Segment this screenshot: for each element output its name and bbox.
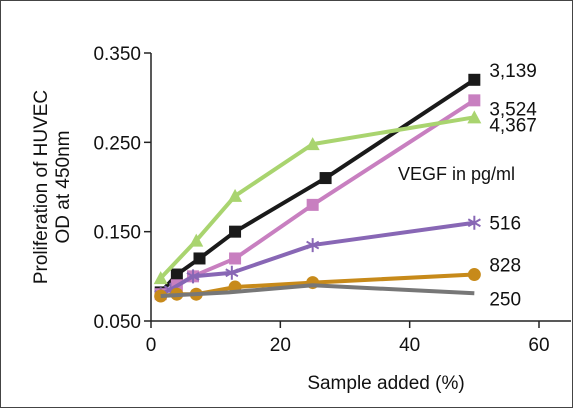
data-point-star — [306, 238, 320, 253]
series-250 — [160, 283, 475, 298]
data-point-square — [468, 94, 481, 107]
series-line — [160, 283, 475, 298]
x-tick-label: 40 — [399, 335, 420, 356]
series-3139 — [154, 73, 481, 299]
series-label: 516 — [489, 214, 521, 235]
data-point-square — [193, 252, 206, 265]
series-label: 828 — [489, 256, 521, 277]
y-axis-title-line-2: OD at 450nm — [53, 131, 74, 244]
data-point-square — [170, 268, 183, 281]
data-point-triangle — [228, 188, 243, 202]
data-point-square — [468, 73, 481, 86]
series-4367 — [153, 110, 482, 285]
series-label: 250 — [489, 289, 521, 310]
data-point-square — [319, 172, 332, 185]
series-label: 3,524 — [489, 99, 537, 120]
data-point-star — [186, 269, 200, 284]
x-tick-label: 60 — [528, 335, 549, 356]
x-tick-label: 20 — [270, 335, 291, 356]
data-point-triangle — [467, 110, 482, 124]
ticks-layer: 0.050 0.150 0.250 0.350 0 20 40 60 — [93, 44, 549, 356]
data-point-triangle — [153, 271, 168, 285]
data-point-star — [225, 265, 239, 280]
data-point-square — [229, 225, 242, 238]
series-label: 4,367 — [489, 115, 537, 136]
data-point-square — [229, 252, 242, 265]
data-point-triangle — [305, 137, 320, 151]
y-tick-label: 0.150 — [93, 223, 141, 244]
data-point-circle — [467, 268, 481, 282]
y-tick-label: 0.050 — [93, 312, 141, 333]
series-line — [159, 98, 476, 296]
x-tick-label: 0 — [146, 335, 157, 356]
y-tick-label: 0.250 — [93, 133, 141, 154]
data-point-triangle — [189, 233, 204, 247]
series-layer — [153, 73, 482, 303]
y-axis-title-line-1: Proliferation of HUVEC — [31, 90, 52, 284]
axes-layer — [150, 53, 571, 322]
y-axis-title: Proliferation of HUVEC OD at 450nm — [31, 90, 74, 284]
series-line — [159, 78, 476, 294]
data-point-star — [467, 215, 481, 230]
data-point-square — [306, 198, 319, 211]
legend-annotation: VEGF in pg/ml — [398, 164, 515, 184]
x-axis-title: Sample added (%) — [307, 373, 464, 394]
y-tick-label: 0.350 — [93, 44, 141, 65]
series-label: 3,139 — [489, 61, 537, 82]
